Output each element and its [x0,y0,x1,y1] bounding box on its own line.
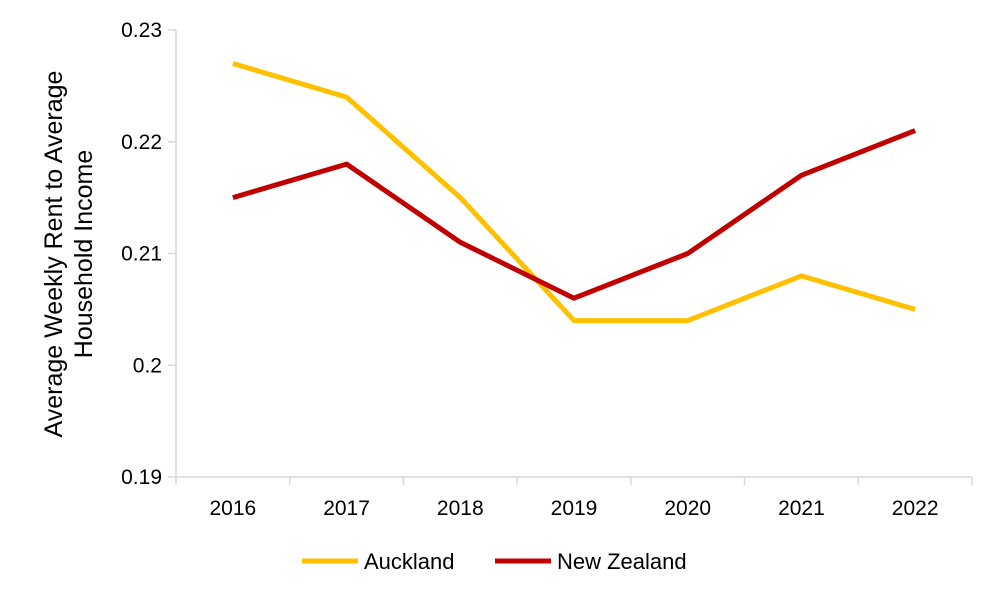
legend-label: Auckland [364,549,455,574]
y-tick-label: 0.2 [133,354,162,377]
x-tick-label: 2016 [209,497,256,520]
x-tick-label: 2021 [778,497,825,520]
y-tick-label: 0.23 [121,19,162,42]
x-tick-label: 2019 [551,497,598,520]
series-layer [232,61,917,324]
x-tick-label: 2018 [437,497,484,520]
axes: 0.19 0.2 0.21 0.22 0.23 2016 2017 2018 2019 2020 2… [121,19,973,520]
x-tick-label: 2017 [323,497,370,520]
x-tick-label: 2020 [664,497,711,520]
legend-label: New Zealand [557,549,687,574]
legend: Auckland New Zealand [302,549,687,574]
x-tick-label: 2022 [892,497,939,520]
y-tick-label: 0.19 [121,466,162,489]
y-axis-title-line-1: Average Weekly Rent to Average [40,71,68,438]
y-tick-label: 0.22 [121,131,162,154]
series-line-new-zealand [232,128,917,301]
y-axis-title: Average Weekly Rent to Average Household… [40,71,98,438]
y-axis-title-line-2: Household Income [70,150,98,358]
series-line-auckland [232,61,916,324]
y-tick-label: 0.21 [121,243,162,266]
